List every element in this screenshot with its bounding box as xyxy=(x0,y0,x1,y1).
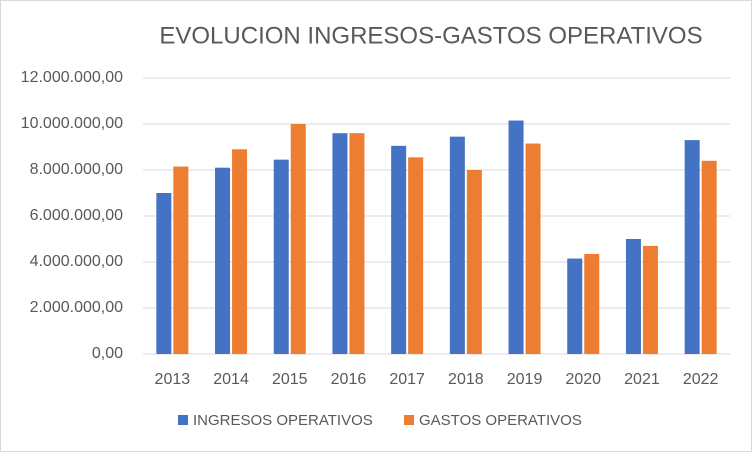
chart-title: EVOLUCION INGRESOS-GASTOS OPERATIVOS xyxy=(159,22,702,49)
legend-swatch xyxy=(404,415,414,425)
x-tick-label: 2017 xyxy=(389,371,425,388)
x-tick-label: 2013 xyxy=(155,371,191,388)
bar xyxy=(642,245,658,354)
x-tick-label: 2016 xyxy=(331,371,367,388)
y-tick-label: 6.000.000,00 xyxy=(30,207,124,224)
x-tick-label: 2021 xyxy=(624,371,660,388)
bar xyxy=(290,124,306,354)
legend-swatch xyxy=(178,415,188,425)
y-tick-label: 12.000.000,00 xyxy=(21,69,123,86)
y-tick-label: 0,00 xyxy=(92,345,123,362)
bar xyxy=(332,133,348,354)
y-tick-label: 8.000.000,00 xyxy=(30,161,124,178)
x-tick-label: 2019 xyxy=(507,371,543,388)
bar xyxy=(466,170,482,354)
bar xyxy=(684,140,700,354)
bar xyxy=(625,239,641,354)
bar xyxy=(391,145,407,354)
bar xyxy=(701,160,717,354)
x-tick-label: 2020 xyxy=(565,371,601,388)
x-tick-label: 2022 xyxy=(683,371,719,388)
y-tick-label: 2.000.000,00 xyxy=(30,299,124,316)
bar xyxy=(508,120,524,354)
bar xyxy=(449,136,465,354)
bar xyxy=(273,159,289,354)
bar xyxy=(584,253,600,354)
bar xyxy=(349,133,365,354)
bar xyxy=(156,193,172,354)
legend-label: GASTOS OPERATIVOS xyxy=(419,412,582,429)
x-tick-label: 2015 xyxy=(272,371,308,388)
y-tick-label: 10.000.000,00 xyxy=(21,115,123,132)
bar xyxy=(525,143,541,354)
bar xyxy=(232,149,248,354)
bar xyxy=(567,258,583,354)
y-tick-label: 4.000.000,00 xyxy=(30,253,124,270)
bar xyxy=(173,166,189,354)
x-tick-label: 2014 xyxy=(213,371,249,388)
bar xyxy=(408,157,424,354)
bar xyxy=(215,167,231,354)
x-tick-label: 2018 xyxy=(448,371,484,388)
legend-label: INGRESOS OPERATIVOS xyxy=(193,412,373,429)
